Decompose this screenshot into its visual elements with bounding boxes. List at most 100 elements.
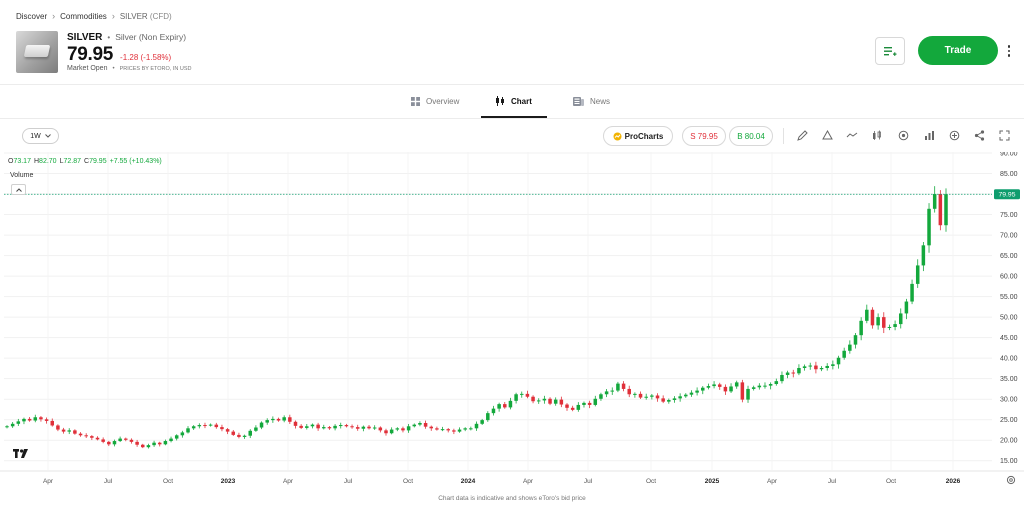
candle-body <box>378 427 383 431</box>
candle-body <box>293 421 298 426</box>
candle-body <box>135 441 139 445</box>
breadcrumb: Discover › Commodities › SILVER (CFD) <box>16 11 172 21</box>
ohlc-low: L72.87 <box>60 158 81 165</box>
candle-body <box>10 423 15 427</box>
candle-body <box>486 413 490 421</box>
candle-body <box>819 368 824 370</box>
candle-body <box>853 335 858 345</box>
more-icon[interactable] <box>1004 40 1014 62</box>
x-tick-label: Oct <box>403 478 413 485</box>
candle-body <box>174 435 179 439</box>
candle-type-icon[interactable] <box>871 128 885 142</box>
instrument-title: SILVER • Silver (Non Expiry) <box>67 32 186 43</box>
tab-news[interactable]: News <box>573 94 610 108</box>
instrument-name: Silver (Non Expiry) <box>115 32 187 42</box>
candle-body <box>898 313 903 325</box>
y-tick-label: 25.00 <box>1000 417 1018 424</box>
divider <box>0 84 1024 85</box>
y-tick-label: 45.00 <box>1000 335 1018 342</box>
ohlc-open-value: 73.17 <box>13 158 31 165</box>
candle-body <box>157 442 162 445</box>
candle-body <box>305 426 309 428</box>
gear-icon[interactable] <box>1006 475 1016 485</box>
ohlc-high: H82.70 <box>34 158 57 165</box>
watchlist-icon <box>884 47 897 56</box>
candle-body <box>678 396 682 399</box>
candle-body <box>887 326 892 328</box>
volume-toggle[interactable] <box>11 184 26 195</box>
candle-body <box>904 301 909 314</box>
y-tick-label: 15.00 <box>1000 458 1018 465</box>
candle-body <box>33 417 38 421</box>
price-change: -1.28 (-1.58%) <box>120 53 172 62</box>
candle-body <box>169 438 173 442</box>
candle-body <box>757 385 762 388</box>
candle-body <box>446 429 450 431</box>
breadcrumb-commodities[interactable]: Commodities <box>60 11 107 21</box>
candle-body <box>531 396 535 402</box>
candle-body <box>322 427 326 429</box>
candle-body <box>542 398 547 401</box>
buy-price-button[interactable]: B 80.04 <box>729 126 773 146</box>
pen-icon[interactable] <box>795 128 809 142</box>
price-chart[interactable]: 90.0085.0080.0075.0070.0065.0060.0055.00… <box>0 152 1024 492</box>
candle-body <box>310 424 315 427</box>
candle-body <box>525 393 530 397</box>
share-icon[interactable] <box>972 128 986 142</box>
candle-body <box>350 426 354 428</box>
x-tick-label: Oct <box>163 478 173 485</box>
candle-body <box>604 391 609 395</box>
candle-body <box>655 395 660 399</box>
candle-body <box>831 364 835 366</box>
ohlc-low-label: L <box>59 158 64 165</box>
candle-body <box>469 428 473 430</box>
candle-body <box>141 444 145 448</box>
candle-body <box>695 390 699 393</box>
procharts-button[interactable]: ProCharts <box>603 126 673 146</box>
expand-icon[interactable] <box>997 128 1011 142</box>
sell-price-button[interactable]: S 79.95 <box>682 126 726 146</box>
x-tick-label: Apr <box>283 478 294 485</box>
candle-body <box>429 426 434 429</box>
x-tick-label: 2026 <box>946 478 961 485</box>
x-tick-label: Jul <box>104 478 113 485</box>
candle-body <box>729 386 733 392</box>
instrument-price: 79.95 <box>67 44 114 65</box>
y-tick-label: 55.00 <box>1000 294 1018 301</box>
shapes-icon[interactable] <box>820 128 834 142</box>
status-row: Market Open • PRICES BY eToro, IN USD <box>67 65 192 72</box>
x-tick-label: 2023 <box>221 478 236 485</box>
candle-body <box>395 428 400 430</box>
tab-overview[interactable]: Overview <box>411 94 459 108</box>
bar-chart-icon[interactable] <box>922 128 936 142</box>
tradingview-logo-icon[interactable] <box>13 448 29 460</box>
candle-body <box>768 384 773 386</box>
breadcrumb-discover[interactable]: Discover <box>16 11 48 21</box>
candle-body <box>610 390 615 392</box>
candle-body <box>191 426 196 429</box>
line-icon[interactable] <box>845 128 859 142</box>
candle-body <box>389 429 394 434</box>
candle-body <box>870 309 875 326</box>
add-icon[interactable] <box>947 128 961 142</box>
x-tick-label: Jul <box>344 478 353 485</box>
candle-body <box>276 418 281 421</box>
tab-chart[interactable]: Chart <box>496 94 532 108</box>
candle-body <box>78 433 83 436</box>
ohlc-open-label: O <box>8 158 14 165</box>
candle-body <box>774 381 779 385</box>
trade-button[interactable]: Trade <box>918 36 998 65</box>
divider <box>0 118 1024 119</box>
toolbar-separator <box>783 128 784 144</box>
candle-body <box>927 208 931 246</box>
candle-body <box>667 400 671 402</box>
candle-body <box>932 194 937 209</box>
watchlist-button[interactable] <box>875 37 905 65</box>
ohlc-low-value: 72.87 <box>63 158 82 165</box>
candle-body <box>938 194 943 226</box>
y-tick-label: 90.00 <box>1000 152 1018 158</box>
interval-select[interactable]: 1W <box>22 128 59 144</box>
candle-body <box>401 428 405 431</box>
candle-body <box>791 372 796 374</box>
indicator-icon[interactable] <box>896 128 910 142</box>
